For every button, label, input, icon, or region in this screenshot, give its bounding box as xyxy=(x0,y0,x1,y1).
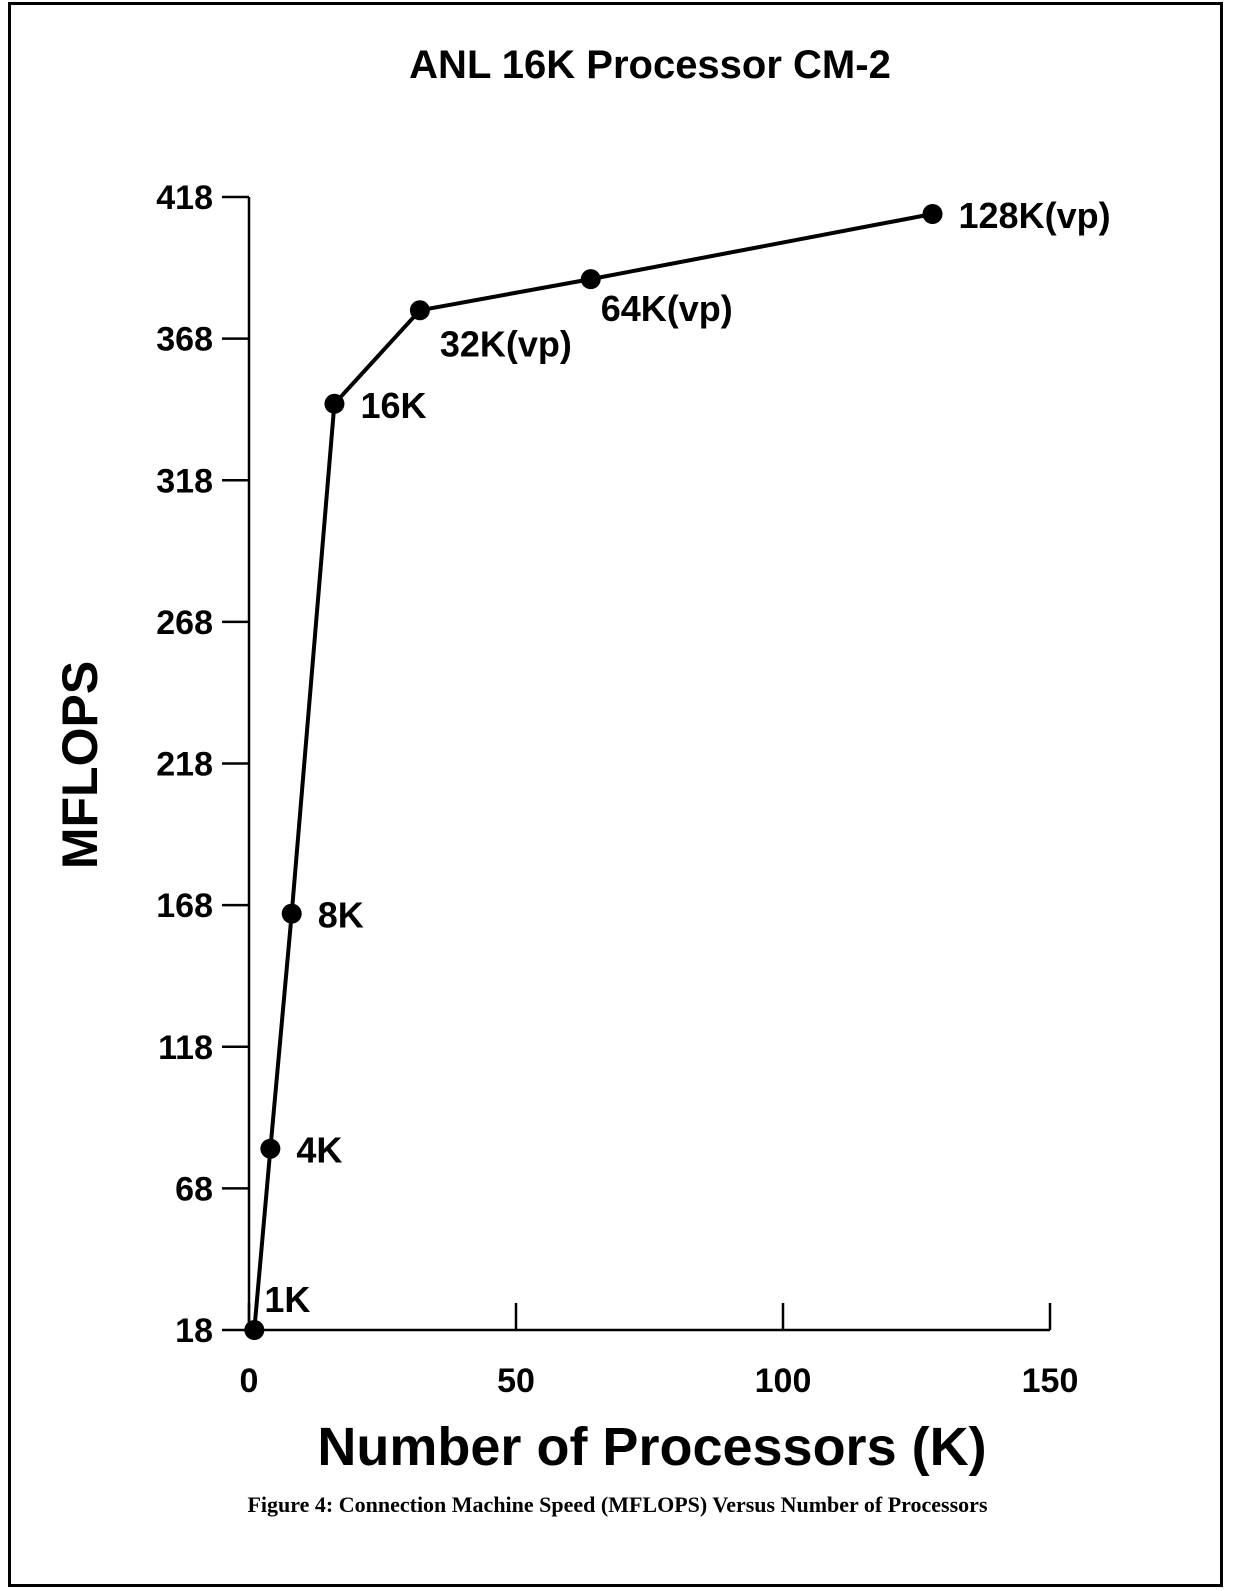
y-tick-label: 368 xyxy=(156,321,213,359)
data-point xyxy=(244,1320,265,1340)
data-point xyxy=(580,269,601,290)
figure-caption: Figure 4: Connection Machine Speed (MFLO… xyxy=(247,1492,988,1517)
y-tick-label: 68 xyxy=(175,1170,213,1208)
data-point xyxy=(324,393,345,414)
data-point xyxy=(260,1138,281,1159)
y-tick-label: 168 xyxy=(156,887,213,925)
y-tick-label: 418 xyxy=(156,179,213,217)
data-point-label: 1K xyxy=(264,1279,310,1320)
x-axis-label: Number of Processors (K) xyxy=(317,1417,986,1477)
data-point-label: 4K xyxy=(296,1130,342,1171)
data-point xyxy=(922,203,943,224)
x-tick-label: 0 xyxy=(240,1362,259,1400)
data-point-label: 64K(vp) xyxy=(601,288,733,329)
data-point xyxy=(409,300,430,321)
data-point-label: 16K xyxy=(360,385,426,426)
x-tick-label: 150 xyxy=(1022,1362,1079,1400)
x-tick-label: 50 xyxy=(497,1362,535,1400)
data-point-label: 32K(vp) xyxy=(440,323,572,364)
data-point-label: 128K(vp) xyxy=(959,195,1111,236)
y-tick-label: 218 xyxy=(156,746,213,784)
chart-title: ANL 16K Processor CM-2 xyxy=(409,43,891,87)
series-line xyxy=(252,212,933,1331)
data-point-label: 8K xyxy=(318,895,364,936)
y-tick-label: 118 xyxy=(158,1029,213,1067)
y-axis-label: MFLOPS xyxy=(52,661,108,869)
x-tick-label: 100 xyxy=(755,1362,812,1400)
data-point xyxy=(281,903,302,924)
y-tick-label: 18 xyxy=(175,1312,213,1350)
figure-frame xyxy=(8,2,1223,1587)
y-tick-label: 268 xyxy=(156,604,213,642)
y-tick-label: 318 xyxy=(156,462,213,500)
